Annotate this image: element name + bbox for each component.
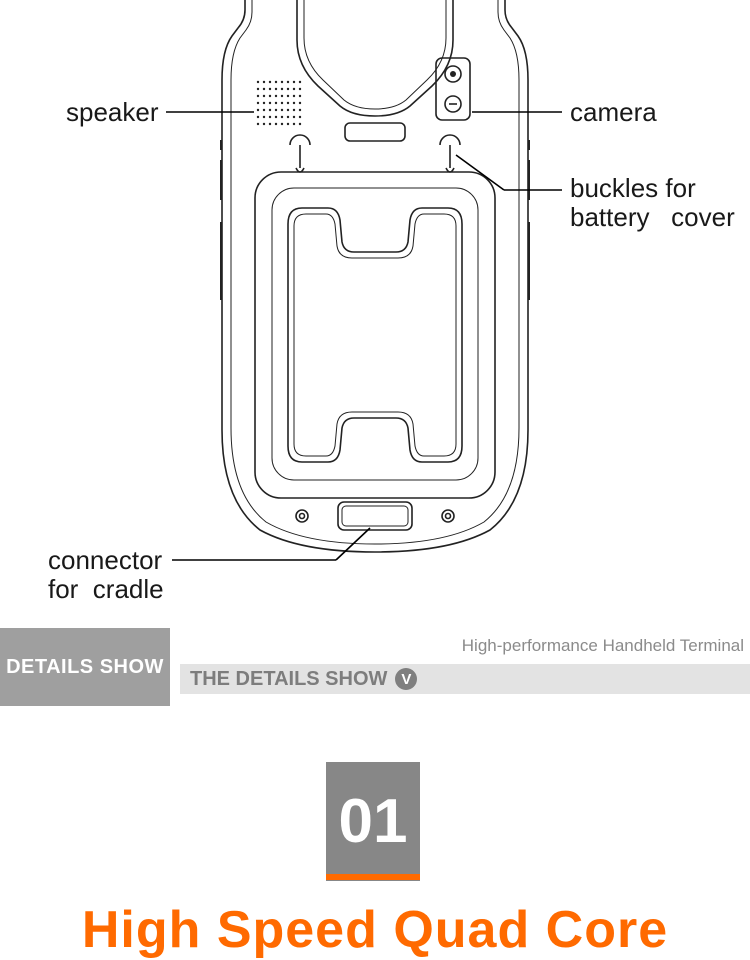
label-buckles: buckles for battery cover [570,174,735,231]
speaker-grille-icon [257,81,301,125]
label-speaker: speaker [66,98,159,127]
leader-lines [166,112,562,560]
recess-top [345,123,405,141]
battery-compartment-mid [272,188,478,480]
banner-subtitle: High-performance Handheld Terminal [462,636,744,656]
battery-compartment-outer [255,172,495,498]
device-outline-svg [0,0,750,600]
camera-module [436,58,470,120]
banner-bar-label: THE DETAILS SHOW [190,668,387,691]
device-body-outline [222,0,528,552]
section-headline: High Speed Quad Core [0,900,750,960]
banner-left-block: DETAILS SHOW [0,628,170,706]
label-connector: connector for cradle [48,546,164,603]
banner-right-block: High-performance Handheld Terminal THE D… [180,628,750,706]
battery-inner-shape [288,208,462,462]
label-camera: camera [570,98,657,127]
screw-left-icon [296,510,308,522]
step-number-block: 01 [326,762,420,881]
buckle-left-icon [290,135,310,172]
step-underline [326,874,420,880]
details-banner: DETAILS SHOW High-performance Handheld T… [0,628,750,706]
banner-bar: THE DETAILS SHOW V [180,664,750,694]
device-body-inner [231,0,519,544]
screw-right-icon [442,510,454,522]
battery-inner-shape-echo [294,214,456,456]
buckle-right-icon [440,135,460,172]
banner-badge-icon: V [395,668,417,690]
device-rear-diagram: speaker camera buckles for battery cover… [0,0,750,600]
top-panel [297,0,453,116]
